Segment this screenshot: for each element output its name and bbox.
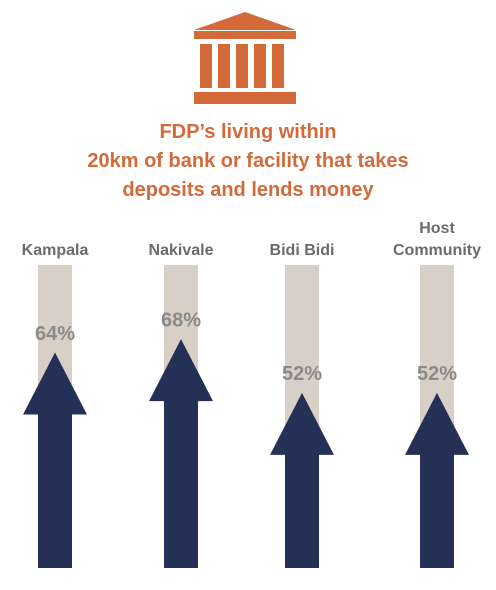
value-label: 52% bbox=[282, 363, 322, 385]
arrow-bar bbox=[270, 392, 334, 568]
bank-icon bbox=[194, 12, 296, 104]
value-label: 68% bbox=[161, 309, 201, 331]
category-label: Nakivale bbox=[148, 242, 214, 259]
category-label: Bidi Bidi bbox=[269, 242, 335, 259]
title-line: deposits and lends money bbox=[122, 179, 374, 201]
value-label: 64% bbox=[35, 323, 75, 345]
category-label: Kampala bbox=[21, 242, 89, 259]
arrow-bar bbox=[149, 339, 213, 568]
category-label: Host Community bbox=[393, 220, 481, 259]
arrow-bar bbox=[405, 392, 469, 568]
arrow-bar bbox=[23, 352, 87, 568]
value-label: 52% bbox=[417, 363, 457, 385]
title-line: FDP’s living within bbox=[159, 121, 337, 143]
title-line: 20km of bank or facility that takes bbox=[87, 150, 409, 172]
